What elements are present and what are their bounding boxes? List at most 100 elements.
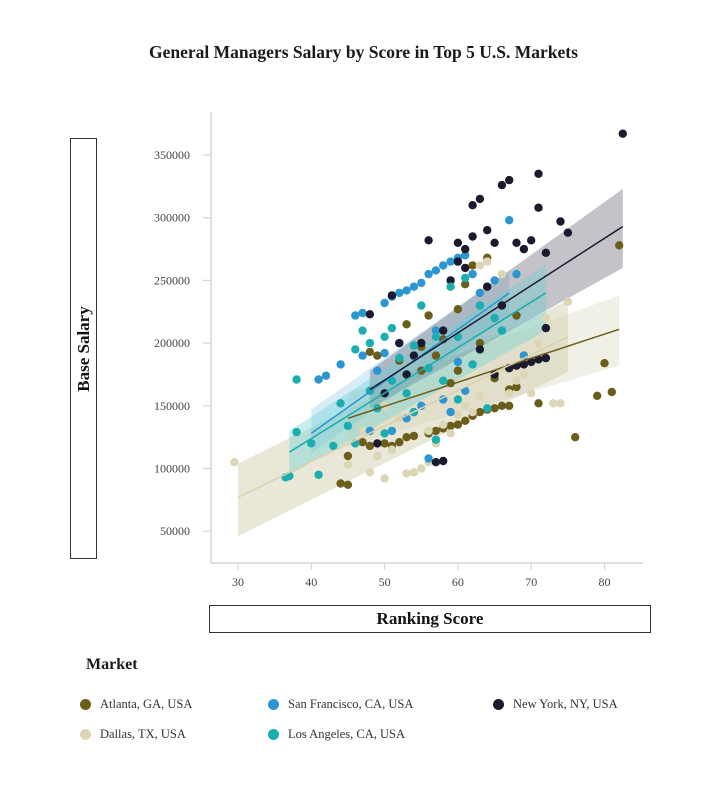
data-point[interactable]: [549, 399, 558, 408]
data-point[interactable]: [468, 232, 477, 241]
data-point[interactable]: [490, 404, 499, 413]
data-point[interactable]: [387, 291, 397, 300]
data-point[interactable]: [387, 323, 397, 333]
data-point[interactable]: [475, 288, 485, 298]
data-point[interactable]: [571, 433, 580, 442]
data-point[interactable]: [365, 310, 375, 319]
data-point[interactable]: [497, 401, 507, 410]
data-point[interactable]: [453, 257, 463, 266]
data-point[interactable]: [343, 451, 353, 461]
data-point[interactable]: [505, 389, 514, 398]
data-point[interactable]: [373, 351, 382, 360]
data-point[interactable]: [534, 399, 543, 408]
data-point[interactable]: [380, 474, 389, 483]
data-point[interactable]: [615, 241, 624, 250]
data-point[interactable]: [292, 375, 301, 384]
data-point[interactable]: [336, 479, 345, 488]
data-point[interactable]: [512, 382, 521, 392]
data-point[interactable]: [483, 226, 492, 235]
legend-item-dallas[interactable]: Dallas, TX, USA: [80, 727, 186, 742]
data-point[interactable]: [417, 338, 426, 348]
data-point[interactable]: [556, 217, 565, 226]
data-point[interactable]: [351, 345, 360, 354]
data-point[interactable]: [402, 320, 411, 329]
data-point[interactable]: [468, 360, 477, 369]
data-point[interactable]: [409, 431, 419, 441]
data-point[interactable]: [534, 338, 543, 348]
data-point[interactable]: [417, 301, 426, 310]
data-point[interactable]: [314, 375, 323, 384]
data-point[interactable]: [365, 426, 375, 436]
data-point[interactable]: [475, 194, 485, 204]
legend-item-new-york[interactable]: New York, NY, USA: [493, 697, 618, 712]
legend-item-los-angeles[interactable]: Los Angeles, CA, USA: [268, 727, 405, 742]
legend-item-san-francisco[interactable]: San Francisco, CA, USA: [268, 697, 413, 712]
data-point[interactable]: [505, 401, 514, 410]
data-point[interactable]: [373, 451, 382, 461]
data-point[interactable]: [380, 348, 389, 358]
data-point[interactable]: [424, 269, 433, 279]
data-point[interactable]: [541, 353, 551, 363]
data-point[interactable]: [475, 345, 485, 354]
data-point[interactable]: [490, 276, 499, 285]
data-point[interactable]: [358, 351, 367, 360]
data-point[interactable]: [395, 438, 404, 447]
data-point[interactable]: [534, 355, 543, 364]
data-point[interactable]: [461, 273, 470, 283]
data-point[interactable]: [230, 458, 239, 467]
data-point[interactable]: [424, 454, 433, 463]
data-point[interactable]: [409, 351, 419, 360]
legend-item-atlanta[interactable]: Atlanta, GA, USA: [80, 697, 192, 712]
data-point[interactable]: [431, 332, 441, 341]
data-point[interactable]: [314, 470, 323, 479]
data-point[interactable]: [329, 441, 338, 451]
data-point[interactable]: [351, 311, 360, 320]
data-point[interactable]: [307, 439, 316, 448]
data-point[interactable]: [453, 305, 463, 314]
data-point[interactable]: [461, 244, 470, 254]
data-point[interactable]: [453, 410, 463, 419]
data-point[interactable]: [431, 326, 441, 335]
data-point[interactable]: [461, 416, 470, 425]
data-point[interactable]: [497, 326, 507, 335]
data-point[interactable]: [417, 278, 426, 288]
data-point[interactable]: [512, 269, 521, 279]
data-point[interactable]: [453, 366, 463, 375]
data-point[interactable]: [373, 366, 382, 375]
data-point[interactable]: [461, 280, 470, 289]
data-point[interactable]: [395, 288, 404, 298]
data-point[interactable]: [409, 341, 419, 350]
data-point[interactable]: [497, 180, 507, 190]
data-point[interactable]: [512, 376, 521, 385]
data-point[interactable]: [387, 376, 397, 385]
data-point[interactable]: [424, 236, 433, 245]
data-point[interactable]: [336, 360, 345, 369]
data-point[interactable]: [519, 370, 529, 379]
data-point[interactable]: [321, 371, 331, 380]
data-point[interactable]: [512, 311, 521, 320]
data-point[interactable]: [365, 441, 375, 451]
data-point[interactable]: [439, 261, 448, 270]
data-point[interactable]: [563, 228, 573, 237]
data-point[interactable]: [490, 370, 499, 379]
data-point[interactable]: [439, 456, 448, 466]
data-point[interactable]: [417, 464, 426, 473]
data-point[interactable]: [475, 261, 485, 270]
data-point[interactable]: [343, 480, 353, 489]
data-point[interactable]: [402, 370, 411, 379]
data-point[interactable]: [409, 282, 419, 291]
data-point[interactable]: [483, 404, 492, 413]
data-point[interactable]: [402, 433, 411, 442]
data-point[interactable]: [519, 244, 529, 254]
data-point[interactable]: [461, 263, 470, 273]
data-point[interactable]: [446, 429, 455, 438]
data-point[interactable]: [365, 468, 375, 477]
data-point[interactable]: [563, 297, 573, 306]
data-point[interactable]: [424, 426, 433, 436]
data-point[interactable]: [446, 282, 455, 291]
data-point[interactable]: [365, 338, 375, 348]
data-point[interactable]: [358, 308, 367, 318]
data-point[interactable]: [402, 286, 411, 295]
data-point[interactable]: [431, 458, 441, 467]
data-point[interactable]: [607, 387, 616, 397]
